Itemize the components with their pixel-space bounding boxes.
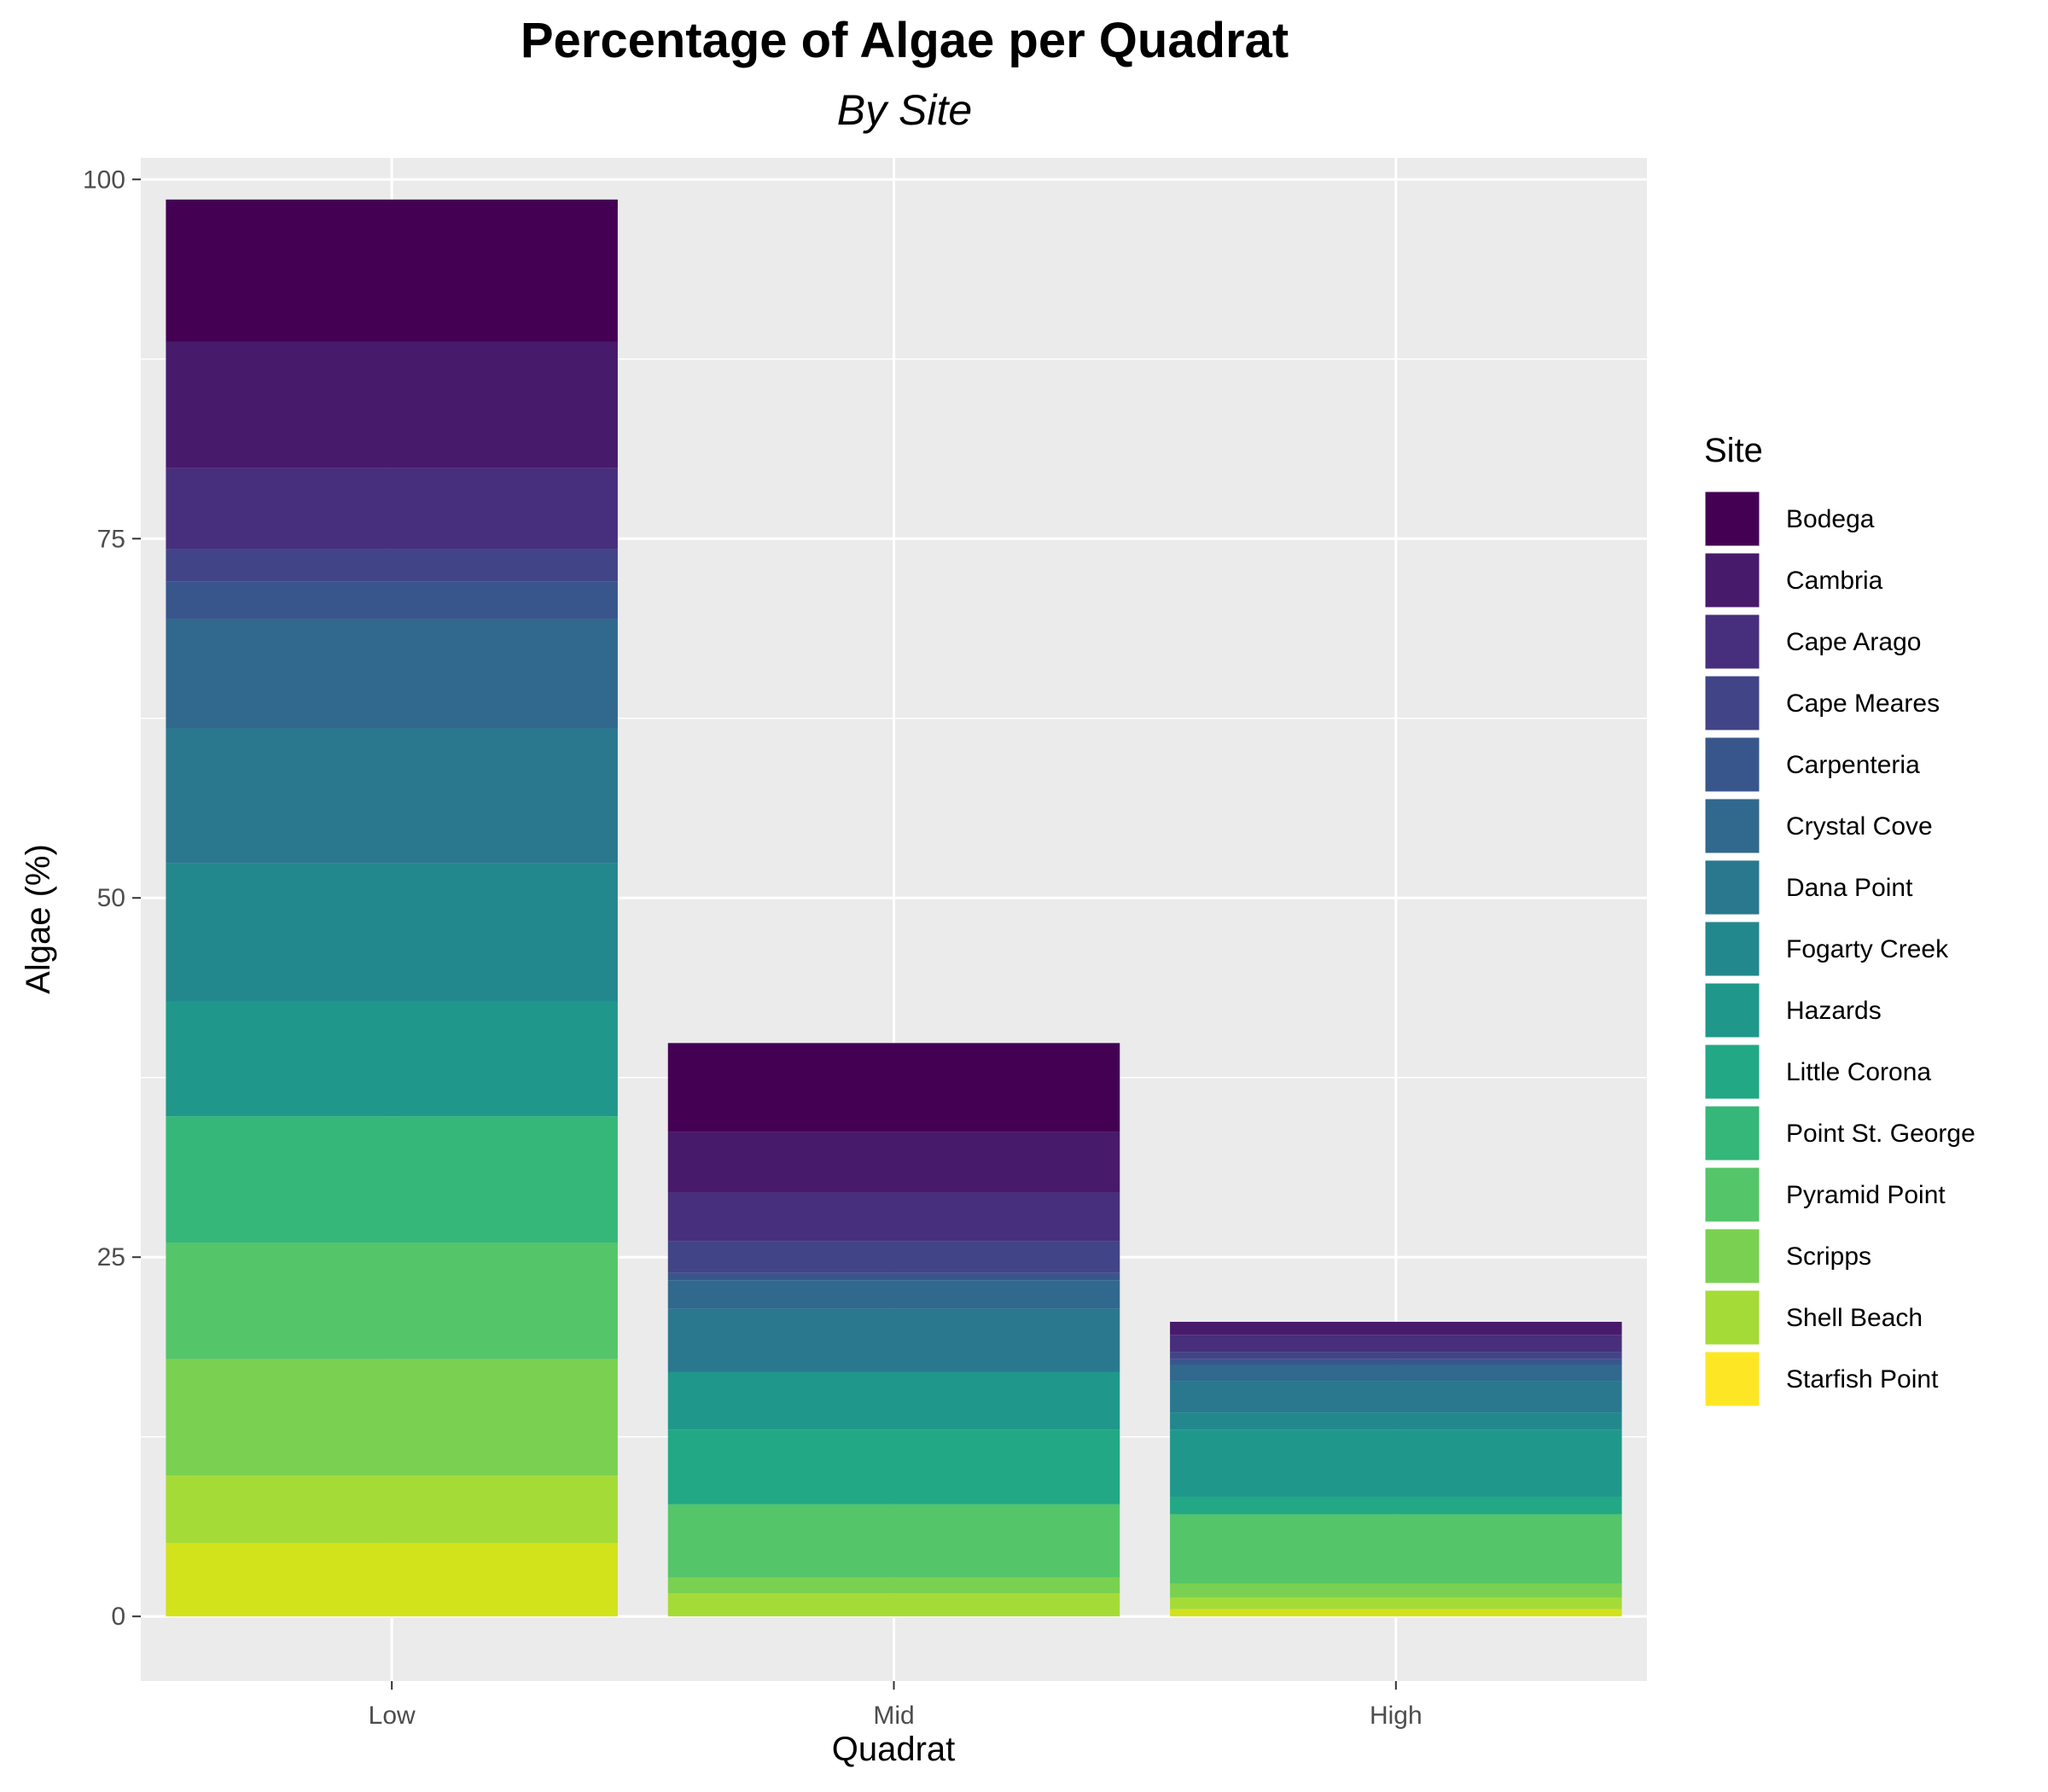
y-tick-label: 0 [111, 1603, 125, 1631]
bar-segment-hazards-low [166, 1001, 618, 1117]
legend-label: Starfish Point [1786, 1365, 1939, 1393]
bar-segment-cape-meares-mid [667, 1241, 1120, 1273]
legend-title: Site [1704, 432, 1763, 469]
bar-segment-bodega-mid [667, 1043, 1120, 1132]
legend-label: Hazards [1786, 997, 1882, 1025]
bar-segment-crystal-cove-mid [667, 1280, 1120, 1309]
bar-segment-pyramid-point-mid [667, 1504, 1120, 1578]
bar-segment-little-corona-mid [667, 1429, 1120, 1504]
y-tick-label: 25 [97, 1243, 125, 1271]
bar-segment-carpenteria-mid [667, 1272, 1120, 1281]
legend-swatch [1702, 980, 1762, 1040]
bar-segment-scripps-mid [667, 1577, 1120, 1594]
bar-segment-scripps-low [166, 1359, 618, 1476]
legend-label: Scripps [1786, 1242, 1871, 1271]
legend-label: Fogarty Creek [1786, 935, 1949, 963]
legend-label: Point St. George [1786, 1120, 1975, 1148]
x-axis-title: Quadrat [832, 1731, 956, 1768]
bar-segment-crystal-cove-high [1170, 1364, 1622, 1382]
y-tick-label: 50 [97, 884, 125, 912]
stacked-bars [166, 199, 1622, 1617]
bar-segment-crystal-cove-low [166, 619, 618, 729]
legend-label: Shell Beach [1786, 1304, 1923, 1332]
y-tick-label: 75 [97, 525, 125, 553]
legend-swatch [1702, 1103, 1762, 1163]
bar-segment-scripps-high [1170, 1583, 1622, 1598]
x-tick-label: Low [369, 1702, 416, 1730]
bar-segment-hazards-high [1170, 1429, 1622, 1498]
bar-segment-pyramid-point-high [1170, 1514, 1622, 1584]
legend-swatch [1702, 489, 1762, 549]
bar-segment-carpenteria-high [1170, 1359, 1622, 1365]
bar-segment-shell-beach-high [1170, 1597, 1622, 1609]
bar-segment-dana-point-mid [667, 1308, 1120, 1372]
legend-swatch [1702, 612, 1762, 672]
bar-segment-hazards-mid [667, 1371, 1120, 1430]
legend-label: Cape Meares [1786, 689, 1940, 718]
bar-segment-starfish-point-low [166, 1543, 618, 1617]
bar-segment-bodega-low [166, 199, 618, 342]
legend-swatch [1702, 1288, 1762, 1347]
bar-segment-carpenteria-low [166, 581, 618, 620]
legend-label: Cape Arago [1786, 628, 1921, 656]
bar-segment-fogarty-creek-high [1170, 1412, 1622, 1430]
legend-label: Carpenteria [1786, 751, 1920, 779]
legend-label: Crystal Cove [1786, 812, 1933, 841]
legend-label: Bodega [1786, 505, 1875, 533]
legend-swatch [1702, 735, 1762, 794]
x-axis-ticks: Low Mid High [369, 1681, 1423, 1730]
bar-segment-cape-arago-mid [667, 1192, 1120, 1242]
legend-swatch [1702, 1042, 1762, 1102]
bar-segment-fogarty-creek-low [166, 863, 618, 1002]
legend: Site Bodega Cambria Cape Arago Cape Meares C… [1702, 432, 1975, 1409]
y-axis-title: Algae (%) [20, 844, 57, 994]
x-tick-label: Mid [873, 1702, 914, 1730]
legend-label: Cambria [1786, 567, 1883, 595]
legend-swatch [1702, 919, 1762, 979]
chart-subtitle: By Site [837, 86, 972, 134]
bar-segment-point-st-george-low [166, 1116, 618, 1243]
bar-segment-cape-meares-low [166, 549, 618, 582]
y-tick-label: 100 [83, 166, 125, 194]
bar-segment-little-corona-high [1170, 1497, 1622, 1515]
bar-segment-shell-beach-low [166, 1475, 618, 1544]
legend-label: Pyramid Point [1786, 1181, 1946, 1209]
legend-swatch [1702, 1349, 1762, 1409]
bar-segment-pyramid-point-low [166, 1242, 618, 1359]
bar-segment-shell-beach-mid [667, 1593, 1120, 1617]
legend-swatch [1702, 796, 1762, 856]
bar-segment-cape-meares-high [1170, 1352, 1622, 1359]
x-tick-label: High [1370, 1702, 1423, 1730]
bar-segment-dana-point-high [1170, 1381, 1622, 1413]
bar-segment-cambria-low [166, 341, 618, 468]
bar-segment-cape-arago-high [1170, 1335, 1622, 1353]
bar-segment-cambria-high [1170, 1322, 1622, 1335]
legend-swatch [1702, 550, 1762, 610]
bar-segment-cape-arago-low [166, 468, 618, 550]
y-axis-ticks: 0 25 50 75 100 [83, 166, 141, 1631]
bar-segment-dana-point-low [166, 728, 618, 864]
legend-label: Little Corona [1786, 1058, 1931, 1086]
legend-swatch [1702, 1226, 1762, 1286]
chart-title: Percentage of Algae per Quadrat [521, 13, 1289, 68]
legend-swatch [1702, 1165, 1762, 1225]
legend-swatch [1702, 673, 1762, 733]
legend-swatch [1702, 858, 1762, 917]
bar-segment-cambria-mid [667, 1132, 1120, 1193]
bar-segment-starfish-point-high [1170, 1609, 1622, 1617]
legend-label: Dana Point [1786, 874, 1913, 902]
